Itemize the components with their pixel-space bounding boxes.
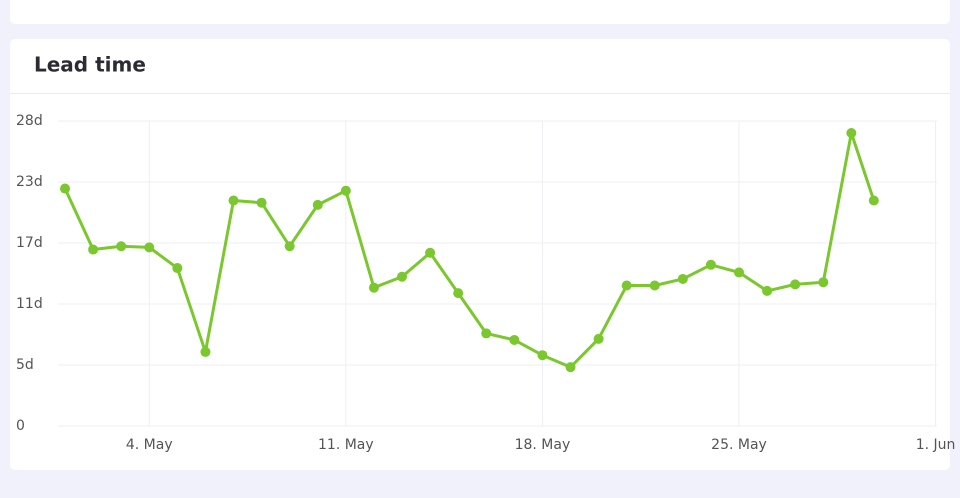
data-point: [368, 282, 379, 293]
data-point: [228, 195, 239, 206]
y-tick-label: 17d: [16, 235, 43, 251]
chart-title: Lead time: [34, 53, 146, 77]
x-tick-label: 18. May: [515, 437, 571, 453]
data-point: [116, 241, 127, 252]
y-tick-label: 5d: [16, 357, 34, 373]
y-tick-label: 28d: [16, 113, 43, 129]
data-point: [868, 195, 879, 206]
data-point: [818, 277, 829, 288]
data-point: [425, 247, 436, 258]
data-point: [565, 362, 576, 373]
data-point: [537, 350, 548, 361]
data-point: [340, 185, 351, 196]
y-tick-label: 0: [16, 418, 25, 434]
data-point: [509, 334, 520, 345]
data-point: [677, 273, 688, 284]
data-point: [790, 279, 801, 290]
data-point: [621, 280, 632, 291]
data-point: [284, 241, 295, 252]
data-point: [200, 346, 211, 357]
data-point: [593, 333, 604, 344]
x-tick-label: 11. May: [318, 437, 374, 453]
data-point: [144, 242, 155, 253]
data-point: [734, 267, 745, 278]
data-point: [397, 271, 408, 282]
data-point: [481, 328, 492, 339]
data-point: [705, 259, 716, 270]
data-point: [846, 127, 857, 138]
data-point: [453, 288, 464, 299]
data-point: [256, 197, 267, 208]
y-tick-label: 11d: [16, 296, 43, 312]
data-point: [172, 263, 183, 274]
x-tick-label: 4. May: [126, 437, 173, 453]
x-tick-label: 25. May: [711, 437, 767, 453]
previous-card: [10, 0, 950, 24]
y-tick-label: 23d: [16, 174, 43, 190]
series-line: [63, 131, 876, 369]
data-point: [60, 183, 71, 194]
lead-time-card: [10, 39, 950, 470]
data-point: [312, 199, 323, 210]
data-point: [649, 280, 660, 291]
data-point: [762, 285, 773, 296]
data-point: [88, 244, 99, 255]
x-tick-label: 1. Jun: [916, 437, 956, 453]
